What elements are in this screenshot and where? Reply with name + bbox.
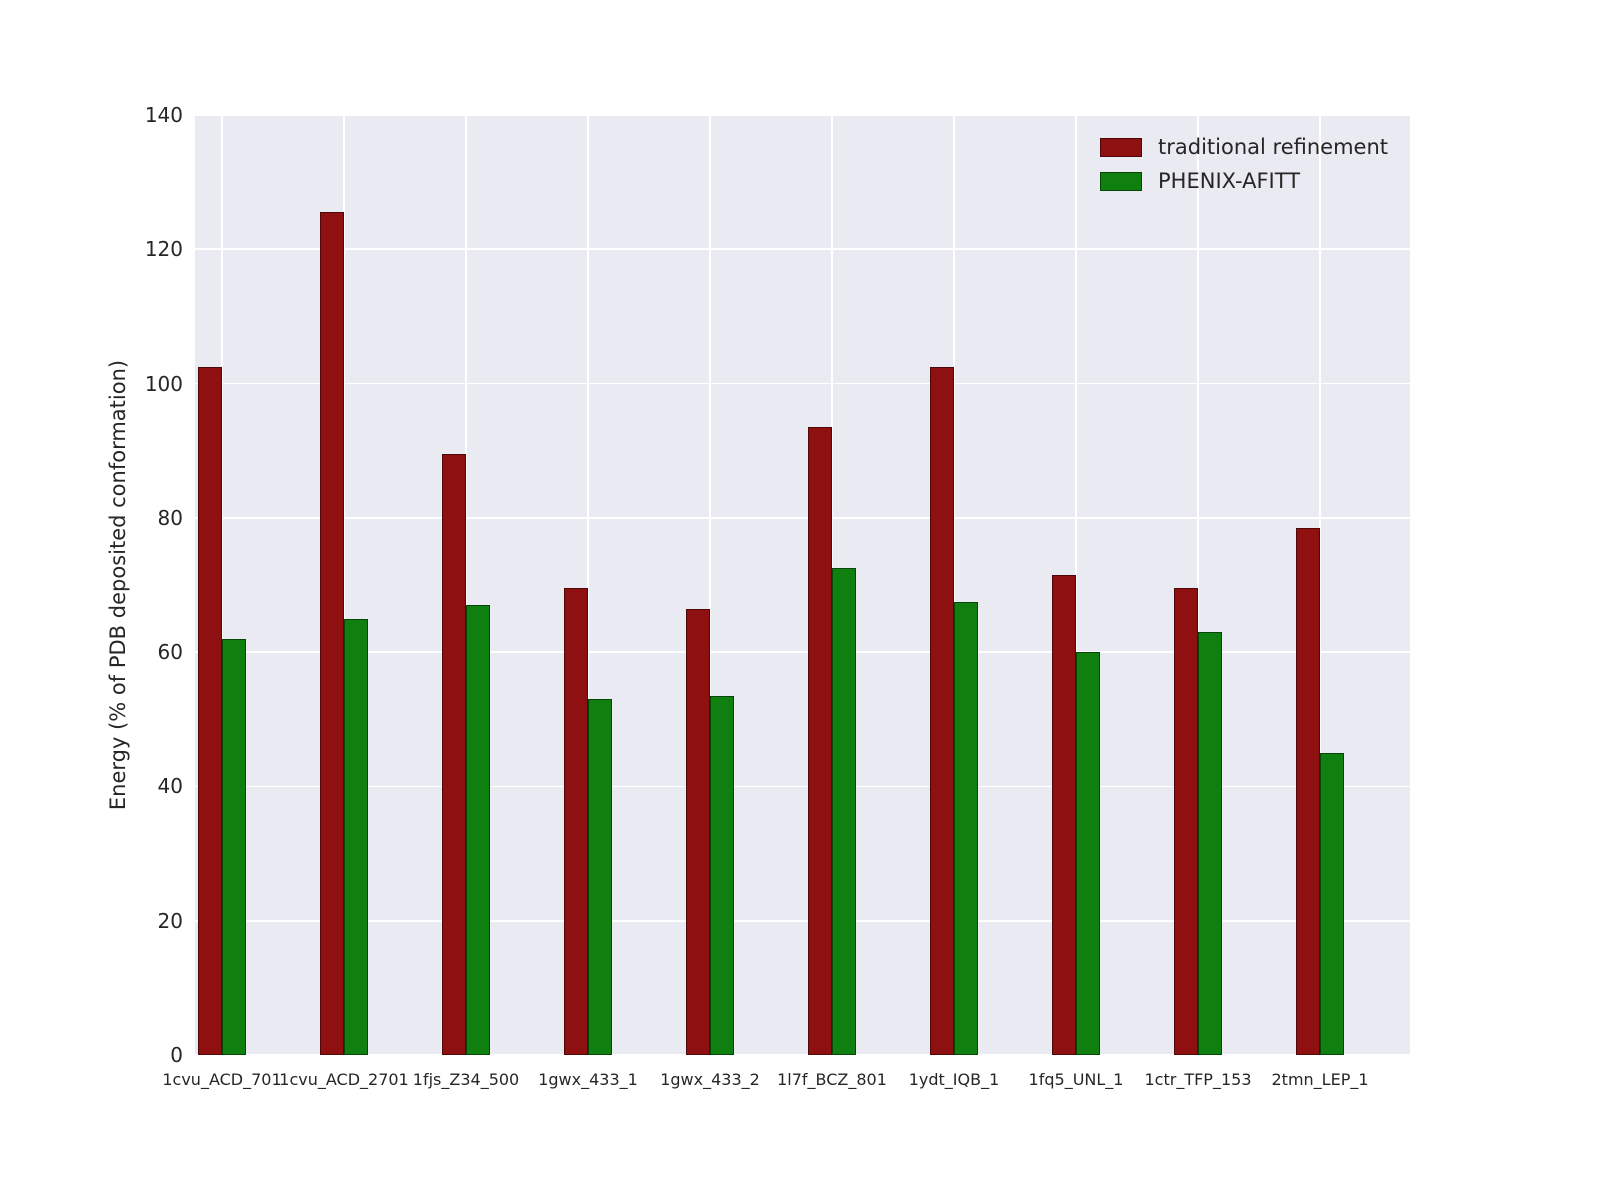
bar-phenix-afitt-1gwx_433_2 — [710, 695, 734, 1055]
gridline-horizontal — [195, 248, 1410, 251]
bar-traditional-refinement-1cvu_ACD_2701 — [320, 212, 344, 1055]
y-tick-label-120: 120 — [144, 237, 183, 262]
bar-traditional-refinement-1cvu_ACD_701 — [198, 366, 222, 1055]
legend-label: PHENIX-AFITT — [1158, 169, 1301, 193]
x-tick-label-1fq5_UNL_1: 1fq5_UNL_1 — [1028, 1070, 1124, 1089]
x-tick-label-1fjs_Z34_500: 1fjs_Z34_500 — [412, 1070, 520, 1089]
gridline-horizontal — [195, 651, 1410, 653]
bar-traditional-refinement-1gwx_433_2 — [686, 608, 710, 1055]
y-tick-label-20: 20 — [157, 908, 183, 933]
gridline-vertical — [709, 115, 711, 1055]
legend-entry-traditional-refinement: traditional refinement — [1100, 135, 1388, 159]
x-tick-label-1gwx_433_2: 1gwx_433_2 — [660, 1070, 760, 1089]
bar-traditional-refinement-2tmn_LEP_1 — [1296, 527, 1320, 1055]
gridline-vertical — [1197, 115, 1199, 1055]
legend-swatch-phenix-afitt — [1100, 171, 1143, 191]
bar-traditional-refinement-1fjs_Z34_500 — [442, 454, 466, 1055]
legend-swatch-traditional-refinement — [1100, 137, 1143, 157]
y-tick-label-80: 80 — [157, 505, 183, 530]
bar-phenix-afitt-1gwx_433_1 — [588, 699, 612, 1055]
x-tick-label-1l7f_BCZ_801: 1l7f_BCZ_801 — [777, 1070, 887, 1089]
bar-phenix-afitt-2tmn_LEP_1 — [1320, 752, 1344, 1055]
bar-phenix-afitt-1l7f_BCZ_801 — [832, 568, 856, 1055]
bar-phenix-afitt-1ydt_IQB_1 — [954, 601, 978, 1055]
gridline-horizontal — [195, 517, 1410, 519]
legend-label: traditional refinement — [1158, 135, 1388, 159]
y-tick-label-140: 140 — [144, 103, 183, 127]
bar-traditional-refinement-1fq5_UNL_1 — [1052, 574, 1076, 1055]
x-tick-label-1ydt_IQB_1: 1ydt_IQB_1 — [908, 1070, 1000, 1089]
gridline-vertical — [587, 115, 589, 1055]
legend: traditional refinement PHENIX-AFITT — [1094, 131, 1394, 197]
bar-phenix-afitt-1cvu_ACD_701 — [222, 638, 246, 1055]
x-tick-label-1gwx_433_1: 1gwx_433_1 — [538, 1070, 638, 1089]
bar-traditional-refinement-1gwx_433_1 — [564, 588, 588, 1055]
y-tick-label-60: 60 — [157, 640, 183, 665]
bar-traditional-refinement-1l7f_BCZ_801 — [808, 427, 832, 1055]
gridline-horizontal — [195, 1054, 1410, 1056]
y-tick-label-0: 0 — [170, 1043, 183, 1067]
y-tick-label-100: 100 — [144, 371, 183, 396]
gridline-horizontal — [195, 382, 1410, 385]
bar-traditional-refinement-1ydt_IQB_1 — [930, 366, 954, 1055]
legend-entry-phenix-afitt: PHENIX-AFITT — [1100, 169, 1388, 193]
gridline-horizontal — [195, 919, 1410, 922]
bar-phenix-afitt-1fq5_UNL_1 — [1076, 652, 1100, 1055]
x-tick-label-1cvu_ACD_2701: 1cvu_ACD_2701 — [279, 1070, 409, 1089]
y-axis-label: Energy (% of PDB deposited conformation) — [106, 359, 130, 811]
gridline-horizontal — [195, 785, 1410, 788]
y-tick-label-40: 40 — [157, 774, 183, 799]
bar-phenix-afitt-1cvu_ACD_2701 — [344, 618, 368, 1055]
bar-traditional-refinement-1ctr_TFP_153 — [1174, 588, 1198, 1055]
x-tick-label-1ctr_TFP_153: 1ctr_TFP_153 — [1144, 1070, 1252, 1089]
x-tick-label-1cvu_ACD_701: 1cvu_ACD_701 — [162, 1070, 282, 1089]
gridline-horizontal — [195, 114, 1410, 116]
x-tick-label-2tmn_LEP_1: 2tmn_LEP_1 — [1271, 1070, 1369, 1089]
bar-phenix-afitt-1fjs_Z34_500 — [466, 605, 490, 1055]
bar-phenix-afitt-1ctr_TFP_153 — [1198, 632, 1222, 1055]
plot-area: traditional refinement PHENIX-AFITT — [195, 114, 1410, 1056]
